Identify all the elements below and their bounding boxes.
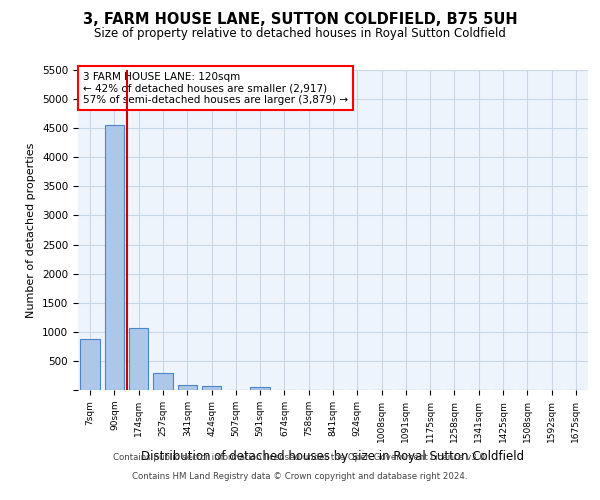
- Bar: [202, 386, 221, 390]
- Bar: [153, 374, 173, 390]
- Bar: [250, 387, 270, 390]
- X-axis label: Distribution of detached houses by size in Royal Sutton Coldfield: Distribution of detached houses by size …: [142, 450, 524, 463]
- Bar: [129, 328, 148, 390]
- Bar: [178, 386, 197, 390]
- Text: Contains HM Land Registry data © Crown copyright and database right 2024.: Contains HM Land Registry data © Crown c…: [132, 472, 468, 481]
- Text: 3 FARM HOUSE LANE: 120sqm
← 42% of detached houses are smaller (2,917)
57% of se: 3 FARM HOUSE LANE: 120sqm ← 42% of detac…: [83, 72, 348, 105]
- Text: 3, FARM HOUSE LANE, SUTTON COLDFIELD, B75 5UH: 3, FARM HOUSE LANE, SUTTON COLDFIELD, B7…: [83, 12, 517, 28]
- Y-axis label: Number of detached properties: Number of detached properties: [26, 142, 37, 318]
- Text: Contains public sector information licensed under the Open Government Licence v3: Contains public sector information licen…: [113, 454, 487, 462]
- Bar: [80, 339, 100, 390]
- Text: Size of property relative to detached houses in Royal Sutton Coldfield: Size of property relative to detached ho…: [94, 28, 506, 40]
- Bar: [105, 124, 124, 390]
